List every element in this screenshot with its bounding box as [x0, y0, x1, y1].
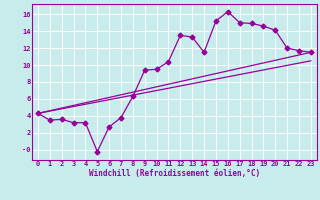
- X-axis label: Windchill (Refroidissement éolien,°C): Windchill (Refroidissement éolien,°C): [89, 169, 260, 178]
